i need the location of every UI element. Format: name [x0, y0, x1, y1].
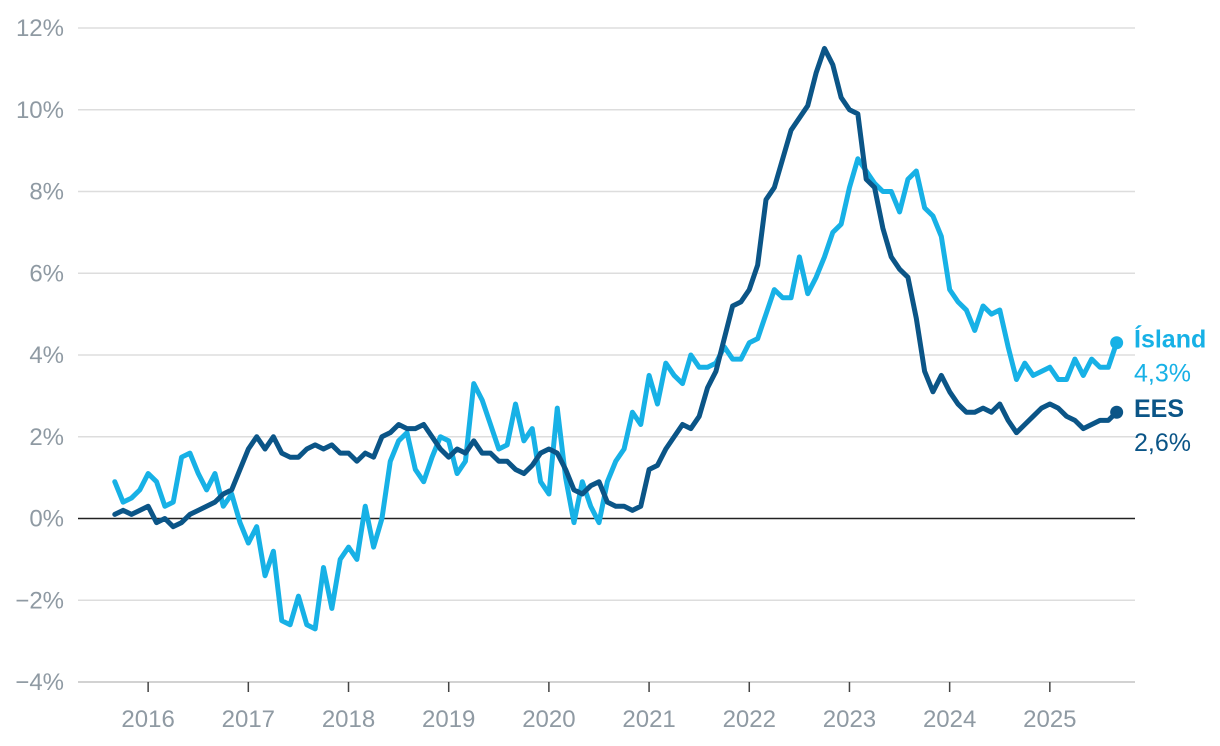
series-value-island: 4,3% [1134, 360, 1191, 388]
y-tick-label: 2% [29, 424, 64, 451]
series-end-labels: Ísland 4,3% EES 2,6% [1134, 325, 1206, 457]
series-label-island: Ísland [1134, 325, 1206, 354]
x-tick-label: 2019 [422, 706, 475, 733]
x-tick-label: 2018 [322, 706, 375, 733]
y-tick-label: 6% [29, 260, 64, 287]
x-axis: 2016 2017 2018 2019 2020 2021 2022 2023 2024 2025 [78, 681, 1135, 733]
x-tick-label: 2020 [522, 706, 575, 733]
y-tick-label: 8% [29, 179, 64, 206]
y-tick-label: 0% [29, 506, 64, 533]
series-label-ees: EES [1134, 395, 1184, 423]
y-axis-tick-labels: −4% −2% 0% 2% 4% 6% 8% 10% 12% [15, 15, 64, 696]
series-end-marker-ees [1110, 405, 1124, 419]
y-tick-label: 10% [16, 97, 64, 124]
y-tick-label: −4% [15, 669, 64, 696]
series-lines [112, 45, 1124, 632]
x-tick-label: 2024 [923, 706, 976, 733]
grid-lines [78, 27, 1135, 683]
series-value-ees: 2,6% [1134, 429, 1191, 457]
x-tick-label: 2016 [121, 706, 174, 733]
series-end-marker-island [1110, 336, 1124, 350]
y-tick-label: −2% [15, 587, 64, 614]
x-tick-label: 2021 [622, 706, 675, 733]
y-tick-label: 12% [16, 15, 64, 42]
x-tick-label: 2022 [723, 706, 776, 733]
x-tick-label: 2025 [1023, 706, 1076, 733]
x-tick-label: 2017 [222, 706, 275, 733]
series-line-island [112, 156, 1120, 632]
x-tick-label: 2023 [823, 706, 876, 733]
y-tick-label: 4% [29, 342, 64, 369]
series-line-ees [112, 45, 1120, 530]
